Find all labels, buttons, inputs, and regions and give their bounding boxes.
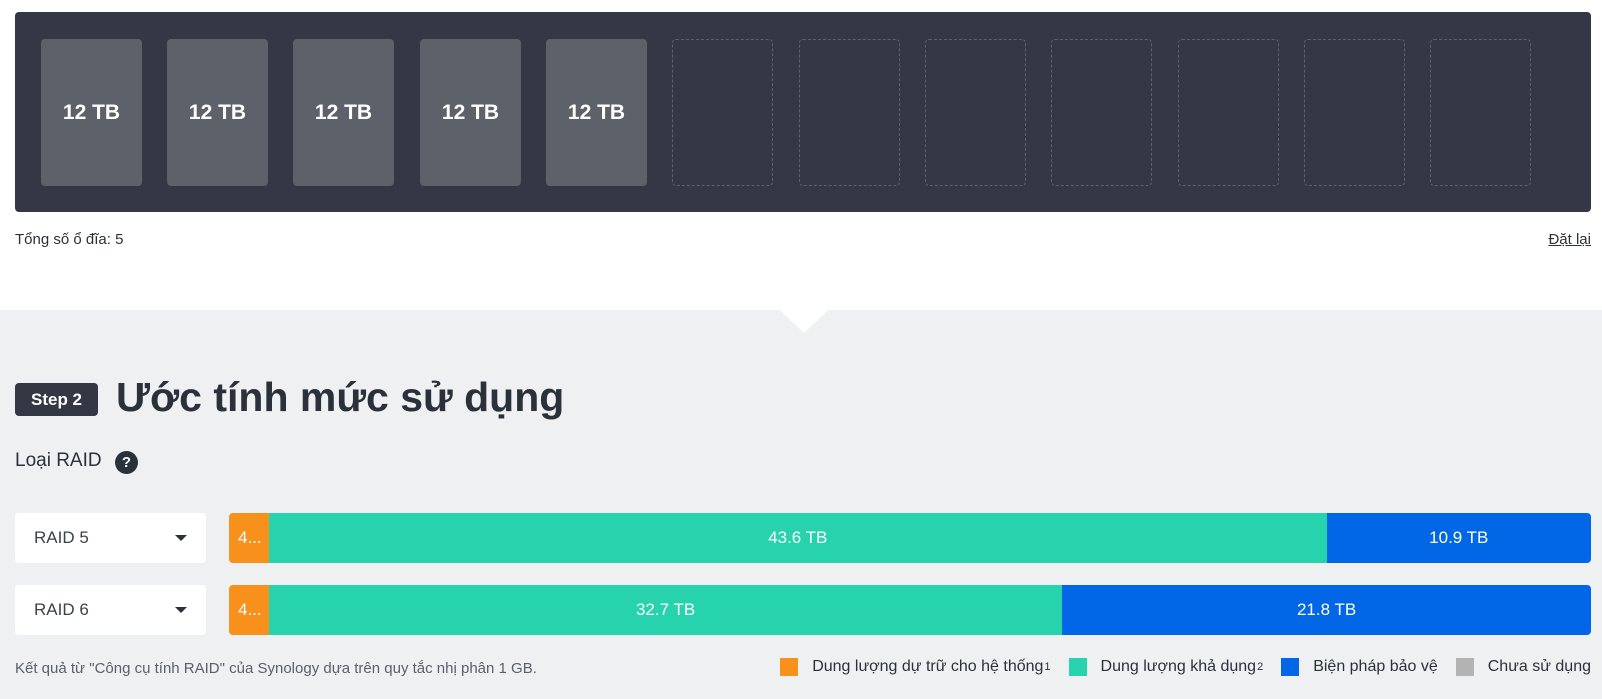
drive-bay-5[interactable]: 12 TB bbox=[546, 39, 647, 186]
drive-bay-4[interactable]: 12 TB bbox=[420, 39, 521, 186]
legend-label: Dung lượng khả dụng bbox=[1100, 658, 1257, 675]
raid-type-select-1[interactable]: RAID 5 bbox=[15, 513, 206, 563]
raid-capacity-bar-2: 4... 32.7 TB 21.8 TB bbox=[229, 585, 1591, 635]
raid-type-value: RAID 5 bbox=[34, 528, 89, 547]
legend-label: Chưa sử dụng bbox=[1487, 658, 1591, 675]
drive-bay-12-empty[interactable] bbox=[1430, 39, 1531, 186]
footnote: Kết quả từ "Công cụ tính RAID" của Synol… bbox=[15, 660, 537, 677]
legend-swatch-reserved bbox=[780, 658, 799, 676]
drive-bay-10-empty[interactable] bbox=[1178, 39, 1279, 186]
available-segment: 32.7 TB bbox=[269, 585, 1063, 635]
drive-capacity: 12 TB bbox=[188, 100, 247, 124]
legend-swatch-available bbox=[1068, 658, 1087, 676]
legend-label: Dung lượng dự trữ cho hệ thống bbox=[812, 658, 1044, 675]
raid-capacity-bar-1: 4... 43.6 TB 10.9 TB bbox=[229, 513, 1591, 563]
legend-swatch-protection bbox=[1281, 658, 1300, 676]
help-icon[interactable]: ? bbox=[115, 451, 138, 474]
section-notch bbox=[780, 310, 828, 333]
drive-bay-1[interactable]: 12 TB bbox=[41, 39, 142, 186]
drive-bay-3[interactable]: 12 TB bbox=[293, 39, 394, 186]
protection-segment: 21.8 TB bbox=[1062, 585, 1591, 635]
drive-bay-7-empty[interactable] bbox=[799, 39, 900, 186]
raid-type-value: RAID 6 bbox=[34, 600, 89, 619]
footnote-marker: 1 bbox=[1044, 661, 1051, 673]
legend: Dung lượng dự trữ cho hệ thống 1 Dung lượ… bbox=[762, 658, 1591, 676]
step-title: Ước tính mức sử dụng bbox=[116, 374, 565, 420]
step-badge: Step 2 bbox=[15, 383, 98, 416]
legend-available: Dung lượng khả dụng 2 bbox=[1068, 658, 1264, 676]
raid-type-label: Loại RAID bbox=[15, 450, 102, 471]
legend-reserved: Dung lượng dự trữ cho hệ thống 1 bbox=[780, 658, 1051, 676]
drive-bay-panel: 12 TB 12 TB 12 TB 12 TB 12 TB bbox=[15, 12, 1591, 212]
legend-unused: Chưa sử dụng bbox=[1455, 658, 1591, 676]
legend-swatch-unused bbox=[1455, 658, 1474, 676]
legend-protection: Biện pháp bảo vệ bbox=[1281, 658, 1438, 676]
drive-bay-2[interactable]: 12 TB bbox=[167, 39, 268, 186]
footnote-marker: 2 bbox=[1257, 661, 1264, 673]
protection-segment: 10.9 TB bbox=[1326, 513, 1591, 563]
step-2-section bbox=[0, 310, 1602, 699]
legend-label: Biện pháp bảo vệ bbox=[1313, 658, 1438, 675]
drive-bay-8-empty[interactable] bbox=[925, 39, 1026, 186]
drive-bay-9-empty[interactable] bbox=[1051, 39, 1152, 186]
drive-capacity: 12 TB bbox=[441, 100, 500, 124]
drive-capacity: 12 TB bbox=[62, 100, 121, 124]
drive-capacity: 12 TB bbox=[314, 100, 373, 124]
reserved-segment: 4... bbox=[229, 513, 269, 563]
reset-link[interactable]: Đặt lại bbox=[1548, 231, 1591, 248]
caret-down-icon bbox=[175, 535, 187, 541]
available-segment: 43.6 TB bbox=[269, 513, 1327, 563]
reserved-segment: 4... bbox=[229, 585, 269, 635]
caret-down-icon bbox=[175, 607, 187, 613]
total-drives-count: Tổng số ổ đĩa: 5 bbox=[15, 231, 124, 248]
drive-capacity: 12 TB bbox=[567, 100, 626, 124]
drive-bay-11-empty[interactable] bbox=[1304, 39, 1405, 186]
drive-bay-6-empty[interactable] bbox=[672, 39, 773, 186]
raid-type-select-2[interactable]: RAID 6 bbox=[15, 585, 206, 635]
